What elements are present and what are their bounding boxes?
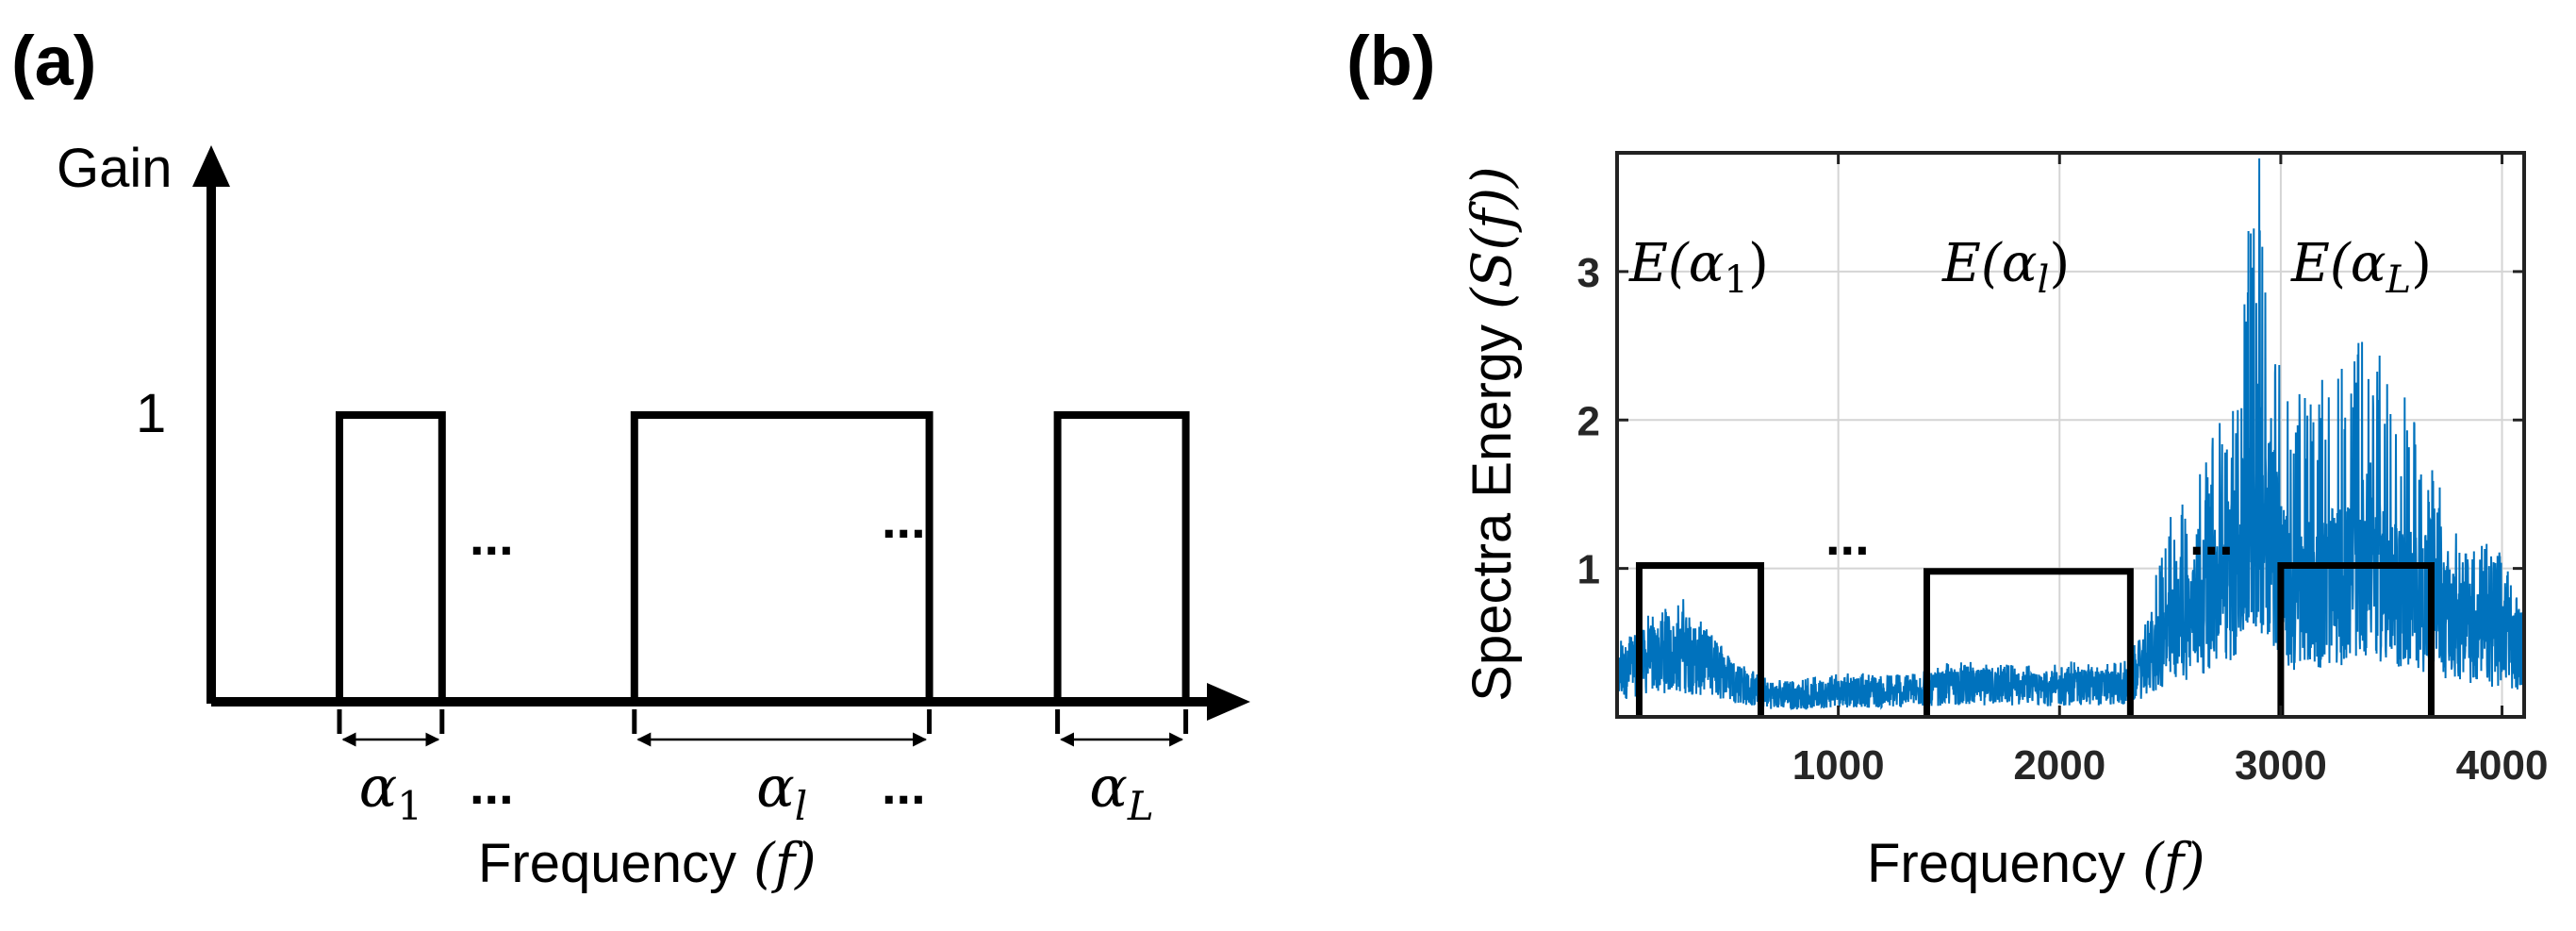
ellipsis-a-bottom-1: ...	[470, 756, 514, 815]
ellipsis-a-top-2: ...	[882, 490, 926, 549]
width-label-subscript: L	[1127, 783, 1154, 829]
energy-window-label-3: E(αL)	[2290, 233, 2432, 302]
y-tick-label-2: 2	[1577, 398, 1600, 444]
width-label-alpha_L: αL	[1089, 755, 1153, 829]
gain-axis-arrowhead	[192, 145, 230, 187]
spectra-energy-axis-label: Spectra Energy (S(f))	[1460, 166, 1524, 702]
ellipsis-b-2: ...	[2189, 507, 2234, 566]
x-tick-label-1000: 1000	[1792, 742, 1885, 789]
frequency-symbol-a: (f)	[753, 831, 817, 895]
energy-windows: E(α1) E(αl) E(αL)	[1628, 233, 2435, 717]
x-tick-label-3000: 3000	[2235, 742, 2327, 789]
energy-window-2	[1923, 568, 2134, 717]
energy-window-label-1: E(α1)	[1628, 233, 1769, 302]
width-label-subscript: l	[795, 783, 807, 829]
energy-label-main: E(α	[2290, 233, 2386, 294]
x-tick-label-2000: 2000	[2013, 742, 2105, 789]
panel-a-gain-diagram: Gain 1 α1 αl αL ... ... ... ... Frequency …	[57, 138, 1250, 895]
spectra-energy-symbol: (S(f))	[1460, 166, 1524, 309]
energy-label-close: )	[2049, 233, 2070, 294]
energy-window-3	[2277, 561, 2435, 717]
energy-label-main: E(α	[1628, 233, 1725, 294]
frequency-axis-label-a: Frequency (f)	[478, 831, 817, 895]
filter-window-alpha_1	[336, 411, 446, 702]
ellipsis-a-top-1: ...	[470, 507, 514, 566]
filter-window-alpha_L	[1053, 411, 1190, 702]
y-tick-label-3: 3	[1577, 250, 1600, 296]
frequency-axis-arrowhead	[1207, 683, 1250, 721]
energy-label-subscript: l	[2038, 258, 2050, 302]
energy-label-close: )	[1748, 233, 1769, 294]
spectra-energy-word: Spectra Energy	[1461, 324, 1523, 702]
filter-windows: α1 αl αL	[336, 411, 1190, 829]
plot-frame	[1615, 151, 2526, 719]
width-label-alpha_1: α1	[359, 755, 422, 829]
width-label-subscript: 1	[397, 783, 422, 829]
frequency-word-b: Frequency	[1867, 833, 2125, 894]
width-label-symbol: α	[1089, 755, 1128, 821]
y-tick-label-1: 1	[1577, 547, 1600, 593]
energy-label-subscript: 1	[1725, 258, 1748, 302]
energy-label-main: E(α	[1941, 233, 2038, 294]
width-label-symbol: α	[359, 755, 398, 821]
ticks: 1000 2000 3000 4000 1 2 3	[1577, 153, 2549, 789]
width-label-alpha_l: αl	[756, 755, 807, 829]
width-label-symbol: α	[756, 755, 795, 821]
panel-b-label: (b)	[1346, 22, 1436, 100]
ellipsis-a-bottom-2: ...	[882, 756, 926, 815]
energy-window-label-2: E(αl)	[1941, 233, 2070, 302]
energy-label-subscript: L	[2386, 258, 2412, 302]
x-tick-label-4000: 4000	[2456, 742, 2549, 789]
energy-window-1	[1635, 561, 1765, 717]
filter-window-alpha_l	[630, 411, 933, 702]
spectrum-line-series	[1617, 158, 2524, 711]
energy-label-close: )	[2411, 233, 2432, 294]
gain-axis-label: Gain	[57, 138, 173, 199]
frequency-word-a: Frequency	[478, 833, 736, 894]
ellipsis-b-1: ...	[1825, 507, 1870, 566]
frequency-axis-label-b: Frequency (f)	[1867, 831, 2205, 895]
panel-a-label: (a)	[11, 22, 96, 100]
gain-level-one: 1	[136, 383, 166, 444]
frequency-symbol-b: (f)	[2142, 831, 2205, 895]
